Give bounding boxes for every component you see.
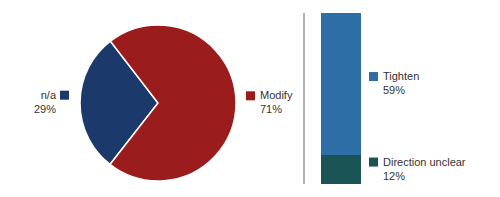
svg-text:n/a29%: n/a29% xyxy=(34,89,57,115)
svg-text:Modify71%: Modify71% xyxy=(260,89,293,115)
svg-text:Direction unclear12%: Direction unclear12% xyxy=(383,156,466,182)
svg-text:Tighten59%: Tighten59% xyxy=(383,70,419,96)
